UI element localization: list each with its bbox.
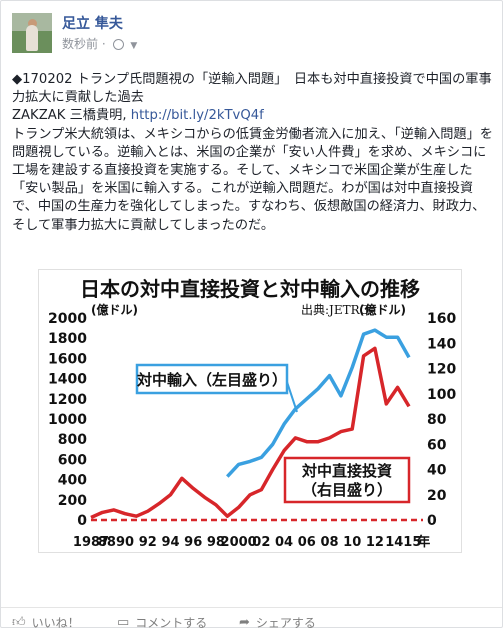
right-tick-label: 120: [427, 362, 456, 378]
x-tick-label: 06: [298, 535, 316, 550]
investment-series-label: 対中直接投資（右目盛り）: [301, 462, 392, 499]
thumbs-up-icon: 👍︎: [12, 615, 26, 630]
right-axis-unit: (億ドル): [359, 302, 406, 317]
left-tick-label: 1000: [48, 412, 87, 428]
x-tick-label: 92: [139, 535, 157, 550]
x-tick-label: 12: [366, 535, 384, 550]
import-series-label: 対中輸入（左目盛り）: [136, 371, 287, 389]
right-tick-label: 0: [427, 513, 437, 529]
like-button[interactable]: 👍︎ いいね！: [12, 614, 80, 631]
right-tick-label: 160: [427, 311, 456, 327]
investment-label-box: [283, 456, 411, 504]
post-body: トランプ米大統領は、メキシコからの低賃金労働者流入に加え、「逆輸入問題」を問題視…: [12, 126, 493, 233]
comment-label: コメントする: [135, 616, 208, 630]
x-tick-label: 94: [161, 535, 179, 550]
share-label: シェアする: [255, 616, 316, 630]
x-tick-label: 90: [116, 535, 134, 550]
avatar[interactable]: [12, 13, 52, 53]
import-label-box: [135, 363, 289, 395]
x-tick-label: 88: [98, 535, 116, 550]
x-tick-label: 98: [207, 535, 225, 550]
author-name[interactable]: 足立 隼夫: [62, 16, 123, 32]
post-source: ZAKZAK 三橋貴明,: [12, 108, 127, 124]
left-tick-label: 800: [58, 432, 87, 448]
chevron-down-icon[interactable]: ▼: [130, 41, 138, 51]
chart-title: 日本の対中直接投資と対中輸入の推移: [80, 277, 420, 301]
left-tick-label: 600: [58, 452, 87, 468]
action-bar: 👍︎ いいね！ ▭ コメントする ➦ シェアする: [1, 607, 502, 630]
investment-series-line: [90, 346, 411, 520]
x-tick-label: 1987: [73, 535, 109, 550]
left-tick-label: 1400: [48, 372, 87, 388]
avatar-head: [28, 19, 37, 28]
investment-label-line: 対中直接投資: [301, 462, 392, 480]
x-tick-label: 10: [343, 535, 361, 550]
left-tick-label: 0: [77, 513, 87, 529]
right-tick-label: 20: [427, 488, 447, 504]
right-tick-label: 60: [427, 437, 447, 453]
chart-source: 出典:JETRO: [301, 303, 370, 317]
x-tick-label: 08: [320, 535, 338, 550]
left-tick-label: 1800: [48, 331, 87, 347]
right-tick-label: 140: [427, 336, 456, 352]
x-tick-label: 04: [275, 535, 293, 550]
left-tick-label: 2000: [48, 311, 87, 327]
left-axis-unit: (億ドル): [91, 302, 138, 317]
post-time[interactable]: 数秒前: [62, 37, 99, 51]
chart-background: [39, 270, 461, 552]
left-tick-label: 1600: [48, 351, 87, 367]
right-tick-label: 100: [427, 387, 456, 403]
investment-label-line: （右目盛り）: [302, 481, 392, 499]
post-text: ◆170202 トランプ氏問題視の「逆輸入問題」 日本も対中直接投資で中国の軍事…: [12, 71, 497, 235]
post-link[interactable]: http://bit.ly/2kTvQ4f: [130, 108, 264, 124]
post-meta: 数秒前 · ▼: [62, 35, 137, 52]
share-button[interactable]: ➦ シェアする: [239, 614, 316, 631]
x-tick-label: 2000: [221, 535, 257, 550]
chart-image[interactable]: 日本の対中直接投資と対中輸入の推移 出典:JETRO (億ドル) (億ドル) 0 200 4…: [38, 269, 462, 553]
dot-separator: ·: [101, 37, 106, 51]
left-tick-label: 400: [58, 473, 87, 489]
x-tick-label: 02: [252, 535, 270, 550]
right-tick-label: 80: [427, 412, 447, 428]
x-tick-label: 1415: [385, 535, 421, 550]
x-tick-label: 年: [417, 534, 430, 550]
import-series-line: [226, 328, 411, 478]
import-label-pointer: [286, 381, 298, 413]
comment-button[interactable]: ▭ コメントする: [117, 614, 207, 631]
left-tick-label: 1200: [48, 392, 87, 408]
globe-icon[interactable]: [112, 39, 124, 50]
like-label: いいね！: [31, 616, 80, 630]
x-tick-label: 96: [184, 535, 202, 550]
post-source-line: ZAKZAK 三橋貴明, http://bit.ly/2kTvQ4f: [12, 107, 497, 125]
share-icon: ➦: [239, 615, 250, 630]
right-tick-label: 40: [427, 463, 447, 479]
comment-icon: ▭: [117, 615, 130, 630]
left-tick-label: 200: [58, 493, 87, 509]
post-headline: ◆170202 トランプ氏問題視の「逆輸入問題」 日本も対中直接投資で中国の軍事…: [12, 72, 492, 106]
avatar-person: [26, 25, 38, 51]
